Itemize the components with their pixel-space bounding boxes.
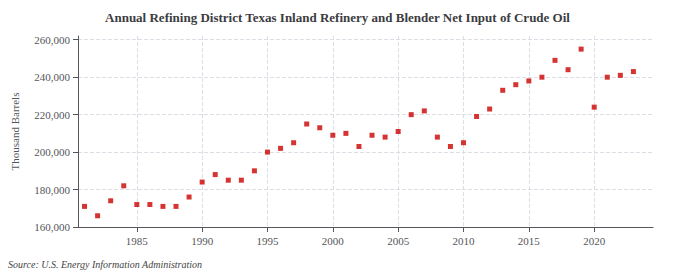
svg-text:200,000: 200,000 — [34, 146, 70, 158]
svg-text:2010: 2010 — [453, 235, 476, 247]
svg-text:240,000: 240,000 — [34, 71, 70, 83]
svg-text:1985: 1985 — [126, 235, 149, 247]
svg-text:2005: 2005 — [387, 235, 410, 247]
svg-text:2020: 2020 — [583, 235, 606, 247]
svg-text:160,000: 160,000 — [34, 221, 70, 233]
svg-text:Thousand Barrels: Thousand Barrels — [9, 93, 21, 171]
svg-text:Source: U.S. Energy Informatio: Source: U.S. Energy Information Administ… — [8, 259, 202, 270]
svg-text:180,000: 180,000 — [34, 184, 70, 196]
svg-text:Annual Refining District Texas: Annual Refining District Texas Inland Re… — [105, 10, 570, 25]
svg-text:1990: 1990 — [191, 235, 214, 247]
svg-text:220,000: 220,000 — [34, 109, 70, 121]
svg-text:2015: 2015 — [518, 235, 541, 247]
svg-text:1995: 1995 — [256, 235, 279, 247]
svg-text:260,000: 260,000 — [34, 34, 70, 46]
svg-text:2000: 2000 — [322, 235, 345, 247]
